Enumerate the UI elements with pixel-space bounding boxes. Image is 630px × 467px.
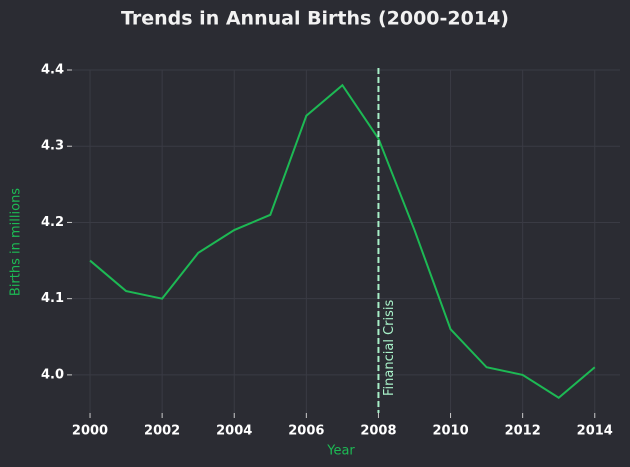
- x-tick-label: 2002: [144, 424, 180, 439]
- x-tick-label: 2010: [432, 424, 468, 439]
- x-tick-label: 2004: [216, 424, 252, 439]
- y-tick-label: 4.1: [41, 291, 64, 306]
- chart-title: Trends in Annual Births (2000-2014): [121, 8, 509, 30]
- x-tick-label: 2014: [577, 424, 613, 439]
- y-tick-label: 4.4: [41, 63, 64, 78]
- y-axis-label: Births in millions: [9, 188, 24, 296]
- annotation-text: Financial Crisis: [382, 300, 397, 396]
- y-tick-label: 4.3: [41, 139, 64, 154]
- x-axis-label: Year: [326, 444, 355, 459]
- x-tick-label: 2006: [288, 424, 324, 439]
- y-tick-label: 4.0: [41, 367, 64, 382]
- y-tick-label: 4.2: [41, 215, 64, 230]
- x-tick-label: 2012: [505, 424, 541, 439]
- x-tick-label: 2000: [72, 424, 108, 439]
- x-tick-label: 2008: [360, 424, 396, 439]
- data-line: [89, 83, 596, 399]
